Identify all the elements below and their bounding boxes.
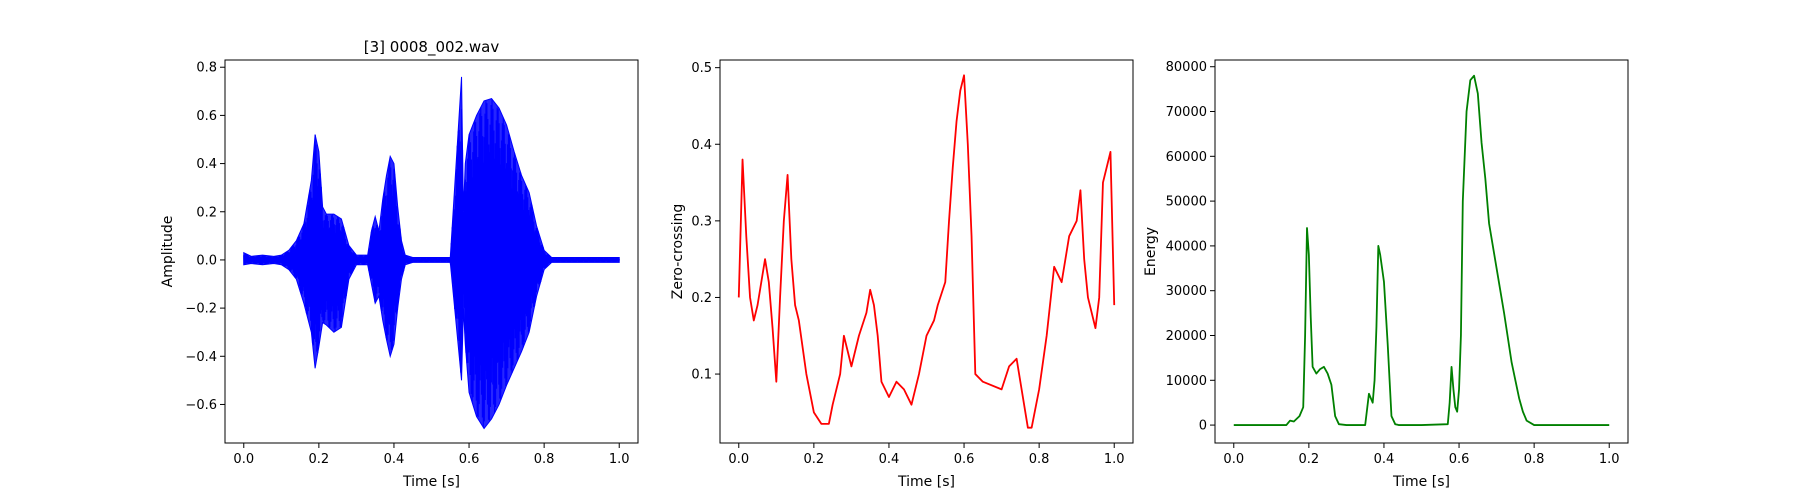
- y-tick-label: 70000: [1166, 105, 1207, 120]
- y-tick-label: 0.4: [196, 157, 217, 172]
- x-axis-label: Time [s]: [1392, 474, 1450, 490]
- y-tick-label: −0.6: [185, 398, 217, 413]
- plot-frame: [719, 59, 1134, 444]
- y-tick-label: 20000: [1166, 329, 1207, 344]
- x-tick-label: 0.2: [309, 452, 330, 467]
- x-tick-label: 0.4: [879, 452, 900, 467]
- energy-marks: [1233, 74, 1610, 426]
- x-tick-label: 0.6: [459, 452, 480, 467]
- y-tick-label: 0: [1199, 419, 1207, 434]
- x-tick-label: 0.2: [1299, 452, 1320, 467]
- x-tick-label: 0.0: [728, 452, 749, 467]
- y-tick-label: −0.4: [185, 350, 217, 365]
- y-tick-label: 0.6: [196, 109, 217, 124]
- x-tick-label: 1.0: [1104, 452, 1125, 467]
- y-tick-label: 0.2: [196, 205, 217, 220]
- y-tick-label: 0.1: [691, 368, 712, 383]
- y-tick-label: 0.5: [691, 61, 712, 76]
- y-tick-label: 60000: [1166, 150, 1207, 165]
- x-axis-label: Time [s]: [402, 474, 460, 490]
- x-tick-label: 0.8: [1524, 452, 1545, 467]
- y-tick-label: 10000: [1166, 374, 1207, 389]
- energy-panel: 0.0 0.2 0.4 0.6 0.8 1.0 0 10000 20000 30000 40000…: [1143, 59, 1629, 490]
- x-tick-label: 0.0: [233, 452, 254, 467]
- x-tick-label: 1.0: [1599, 452, 1620, 467]
- y-tick-label: 50000: [1166, 195, 1207, 210]
- y-axis-label: Energy: [1143, 227, 1159, 276]
- y-tick-label: −0.2: [185, 302, 217, 317]
- y-tick-label: 0.8: [196, 61, 217, 76]
- x-tick-label: 0.8: [534, 452, 555, 467]
- zero-crossing-marks: [737, 74, 1116, 429]
- y-tick-label: 0.2: [691, 291, 712, 306]
- y-tick-label: 0.0: [196, 253, 217, 268]
- y-ticks: −0.6 −0.4 −0.2 0.0 0.2 0.4 0.6 0.8: [185, 61, 225, 413]
- y-ticks: 0.1 0.2 0.3 0.4 0.5: [691, 61, 720, 383]
- y-tick-label: 40000: [1166, 239, 1207, 254]
- y-tick-label: 30000: [1166, 284, 1207, 299]
- x-ticks: 0.0 0.2 0.4 0.6 0.8 1.0: [1223, 443, 1620, 467]
- x-tick-label: 0.2: [804, 452, 825, 467]
- waveform-marks: [243, 76, 620, 430]
- y-tick-label: 80000: [1166, 60, 1207, 75]
- y-tick-label: 0.4: [691, 138, 712, 153]
- x-tick-label: 0.8: [1029, 452, 1050, 467]
- series-line: [737, 74, 1116, 429]
- y-axis-label: Amplitude: [160, 216, 176, 288]
- series-line: [1233, 74, 1610, 426]
- x-tick-label: 0.4: [384, 452, 405, 467]
- plot-frame: [1214, 59, 1629, 444]
- x-tick-label: 0.6: [954, 452, 975, 467]
- y-ticks: 0 10000 20000 30000 40000 50000 60000 70000 8000…: [1166, 60, 1215, 434]
- x-tick-label: 1.0: [609, 452, 630, 467]
- chart-title: [3] 0008_002.wav: [364, 38, 500, 57]
- y-axis-label: Zero-crossing: [670, 204, 686, 299]
- x-tick-label: 0.4: [1374, 452, 1395, 467]
- zero-crossing-panel: 0.0 0.2 0.4 0.6 0.8 1.0 0.1 0.2 0.3 0.4 0.5 Time …: [670, 59, 1134, 490]
- x-axis-label: Time [s]: [897, 474, 955, 490]
- plot-frame: [224, 59, 639, 444]
- amplitude-panel: 0.0 0.2 0.4 0.6 0.8 1.0 −0.6 −0.4 −0.2 0.0 0.2 0.4…: [160, 38, 639, 490]
- x-ticks: 0.0 0.2 0.4 0.6 0.8 1.0: [728, 443, 1125, 467]
- x-tick-label: 0.6: [1449, 452, 1470, 467]
- x-ticks: 0.0 0.2 0.4 0.6 0.8 1.0: [233, 443, 630, 467]
- y-tick-label: 0.3: [691, 214, 712, 229]
- x-tick-label: 0.0: [1223, 452, 1244, 467]
- waveform-envelope: [243, 76, 620, 430]
